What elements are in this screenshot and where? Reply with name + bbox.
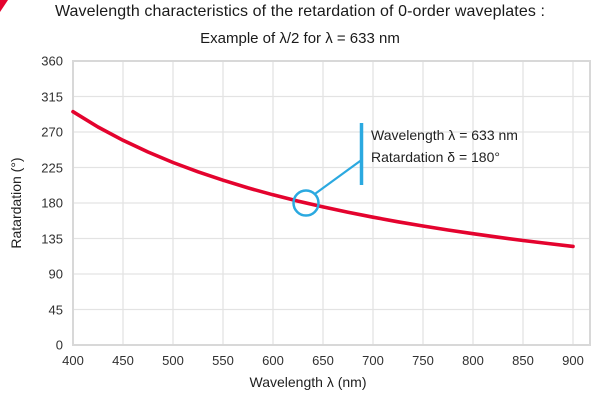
x-tick-label: 400: [62, 353, 84, 368]
y-tick-label: 180: [41, 195, 63, 211]
annotation-connector-line: [314, 159, 363, 195]
annotation-callout: Wavelength λ = 633 nm Ratardation δ = 18…: [371, 124, 518, 168]
x-tick-label: 900: [562, 353, 584, 368]
y-tick-label: 360: [41, 53, 63, 69]
x-tick-label: 650: [312, 353, 334, 368]
x-tick-label: 800: [462, 353, 484, 368]
x-tick-label: 600: [262, 353, 284, 368]
x-tick-label: 700: [362, 353, 384, 368]
chart-title: Wavelength characteristics of the retard…: [54, 3, 546, 20]
point-marker-circle: [292, 189, 320, 217]
y-tick-label: 225: [41, 160, 63, 175]
retardation-curve: [71, 109, 575, 249]
x-tick-label: 550: [212, 353, 234, 368]
plot-border: [72, 60, 591, 346]
y-tick-label: 315: [41, 89, 63, 104]
y-tick-label: 90: [48, 266, 63, 282]
corner-marker: [0, 0, 8, 12]
chart-subtitle: Example of λ/2 for λ = 633 nm: [200, 30, 400, 47]
y-tick-label: 45: [48, 302, 63, 317]
x-tick-label: 450: [112, 353, 134, 368]
y-axis-label: Ratardation (°): [8, 157, 24, 249]
y-tick-label: 135: [41, 231, 63, 246]
x-tick-label: 500: [162, 353, 184, 368]
annotation-wavelength-text: Wavelength λ = 633 nm: [371, 127, 518, 143]
x-axis-label: Wavelength λ (nm): [249, 374, 367, 390]
annotation-retardation-text: Ratardation δ = 180°: [371, 149, 500, 165]
y-tick-label: 0: [55, 337, 63, 353]
x-tick-label: 750: [412, 353, 434, 368]
x-tick-label: 850: [512, 353, 534, 368]
y-tick-label: 270: [41, 124, 63, 140]
